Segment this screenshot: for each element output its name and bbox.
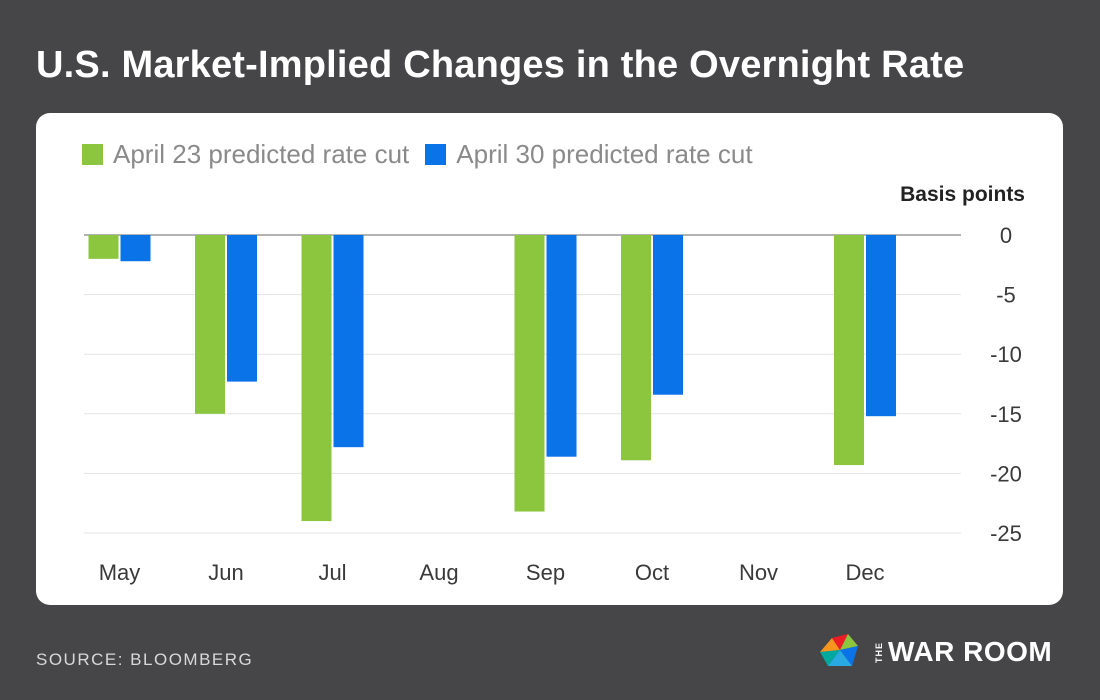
x-tick-label: May	[99, 560, 141, 585]
bar	[866, 235, 896, 417]
legend-label-april-23: April 23 predicted rate cut	[113, 139, 410, 169]
y-axis-unit-label: Basis points	[900, 183, 1025, 206]
y-tick-label: -25	[990, 521, 1022, 546]
x-tick-label: Sep	[526, 560, 565, 585]
y-tick-label: -5	[996, 283, 1016, 308]
bar	[227, 235, 257, 382]
legend-swatch-april-23	[82, 144, 103, 165]
legend-item-april-30: April 30 predicted rate cut	[425, 139, 753, 170]
bar	[195, 235, 225, 414]
bar	[88, 235, 119, 259]
legend-swatch-april-30	[425, 144, 447, 165]
x-tick-label: Aug	[419, 560, 458, 585]
x-tick-label: Dec	[845, 560, 884, 585]
y-tick-label: -10	[990, 342, 1022, 367]
x-tick-label: Nov	[739, 560, 778, 585]
x-tick-label: Jun	[208, 560, 243, 585]
bar	[834, 235, 864, 466]
bar-chart: 0 -5 -10 -15 -20 -25 May Jun Jul Aug Sep Oct Nov Dec	[84, 223, 1022, 585]
legend-item-april-23: April 23 predicted rate cut	[82, 139, 409, 170]
brand-name: WAR ROOM	[888, 636, 1053, 667]
bar	[546, 235, 577, 457]
bar	[301, 235, 332, 522]
chart-card: April 23 predicted rate cut April 30 pre…	[36, 113, 1063, 605]
war-room-logo-icon	[820, 634, 858, 666]
bar	[514, 235, 545, 512]
brand-logo: THE WAR ROOM	[818, 632, 1052, 672]
x-tick-label: Oct	[635, 560, 669, 585]
x-tick-label: Jul	[318, 560, 346, 585]
legend: April 23 predicted rate cut April 30 pre…	[82, 139, 769, 170]
brand-the: THE	[874, 641, 884, 663]
y-tick-label: -20	[990, 461, 1022, 486]
y-tick-label: 0	[1000, 223, 1012, 248]
chart-title: U.S. Market-Implied Changes in the Overn…	[36, 44, 965, 86]
bar	[621, 235, 651, 461]
y-tick-label: -15	[990, 402, 1022, 427]
bar	[120, 235, 151, 262]
source-note: SOURCE: BLOOMBERG	[36, 650, 254, 669]
bar	[653, 235, 683, 395]
legend-label-april-30: April 30 predicted rate cut	[456, 139, 753, 169]
bar	[333, 235, 364, 448]
